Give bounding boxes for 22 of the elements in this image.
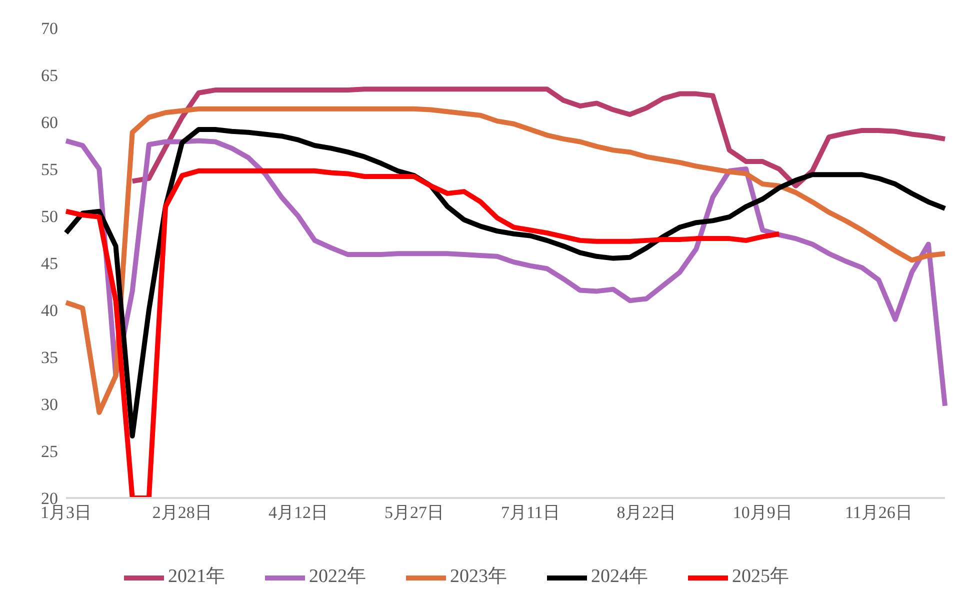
y-tick-label: 55 [41, 160, 58, 180]
y-tick-label: 70 [41, 19, 58, 38]
y-tick-label: 35 [41, 348, 58, 368]
x-tick-label: 10月9日 [732, 503, 792, 522]
x-tick-label: 11月26日 [844, 503, 912, 522]
legend-label: 2022年 [309, 566, 366, 588]
x-tick-label: 2月28日 [152, 503, 212, 522]
legend-label: 2024年 [591, 566, 648, 588]
y-tick-label: 60 [41, 113, 58, 132]
y-tick-label: 65 [41, 66, 58, 86]
legend-label: 2023年 [450, 566, 507, 588]
y-tick-label: 25 [41, 442, 58, 462]
legend-label: 2025年 [732, 566, 789, 588]
x-tick-label: 8月22日 [616, 503, 676, 522]
y-tick-label: 50 [41, 207, 58, 226]
y-tick-label: 40 [41, 301, 58, 320]
x-tick-label: 4月12日 [268, 503, 328, 522]
x-tick-label: 7月11日 [500, 503, 560, 522]
x-tick-label: 5月27日 [384, 503, 444, 522]
legend-label: 2021年 [168, 566, 225, 588]
y-tick-label: 30 [41, 395, 58, 414]
y-tick-label: 45 [41, 254, 58, 274]
